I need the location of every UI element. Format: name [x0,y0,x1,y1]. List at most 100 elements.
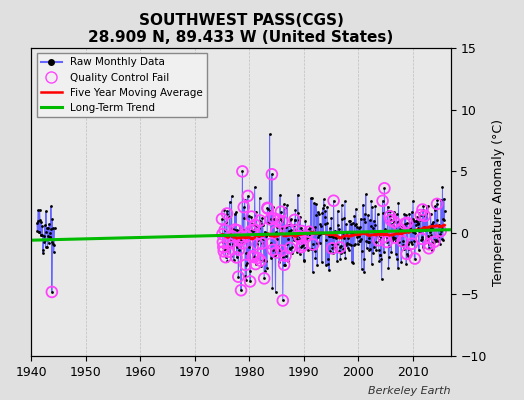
Point [429,219,437,226]
Point [395,222,403,228]
Point [255,195,264,201]
Point [308,246,316,253]
Point [417,212,425,218]
Point [230,257,238,264]
Point [414,221,422,227]
Point [48,289,56,295]
Point [283,202,291,208]
Point [238,233,246,240]
Point [237,287,245,294]
Point [35,229,43,235]
Point [235,246,243,253]
Point [394,265,402,271]
Point [434,238,442,244]
Point [359,216,368,222]
Point [50,242,58,248]
Point [324,261,332,268]
Point [347,259,356,265]
Point [364,212,372,219]
Point [260,228,269,235]
Point [340,215,348,222]
Point [403,220,411,226]
Point [335,248,344,254]
Point [218,216,226,222]
Point [290,217,299,223]
Point [395,238,403,245]
Point [362,238,370,244]
Point [348,220,357,226]
Point [275,258,283,265]
Point [371,202,379,209]
Point [411,230,419,236]
Point [243,260,252,266]
Point [247,214,256,220]
Point [391,234,399,241]
Point [256,217,264,224]
Point [288,249,296,256]
Point [243,233,251,239]
Point [423,236,431,242]
Point [375,247,383,254]
Point [276,192,284,198]
Point [41,237,49,244]
Point [311,255,320,261]
Point [359,201,367,208]
Point [387,238,396,245]
Point [401,220,409,227]
Point [336,242,345,249]
Point [305,228,313,235]
Point [378,198,387,204]
Point [392,211,401,217]
Point [40,238,48,245]
Point [328,241,336,247]
Point [396,227,404,233]
Point [322,262,330,268]
Point [406,225,414,232]
Point [236,237,245,244]
Point [320,196,328,203]
Point [353,224,362,230]
Point [355,225,363,231]
Point [292,236,301,242]
Point [35,229,43,235]
Point [421,210,430,216]
Point [220,248,228,254]
Point [268,171,276,178]
Point [263,205,271,211]
Point [387,217,395,223]
Point [345,241,353,247]
Point [282,241,291,247]
Point [383,239,391,245]
Point [223,210,231,217]
Point [283,258,292,264]
Point [330,231,338,237]
Point [42,225,51,232]
Point [415,210,423,216]
Point [263,265,271,272]
Point [225,240,233,247]
Point [362,191,370,198]
Point [259,221,267,228]
Point [228,233,236,240]
Point [403,220,411,226]
Point [392,238,400,244]
Point [347,221,355,227]
Point [397,224,405,230]
Point [228,241,237,248]
Point [239,204,248,210]
Point [261,258,270,264]
Point [272,229,280,235]
Point [329,249,337,256]
Point [253,241,261,248]
Point [342,221,350,228]
Point [377,256,386,262]
Point [272,236,281,242]
Point [358,230,367,236]
Point [219,239,227,245]
Point [266,216,275,223]
Point [223,258,232,265]
Point [397,258,406,265]
Point [326,248,335,254]
Point [268,284,277,291]
Point [256,258,265,264]
